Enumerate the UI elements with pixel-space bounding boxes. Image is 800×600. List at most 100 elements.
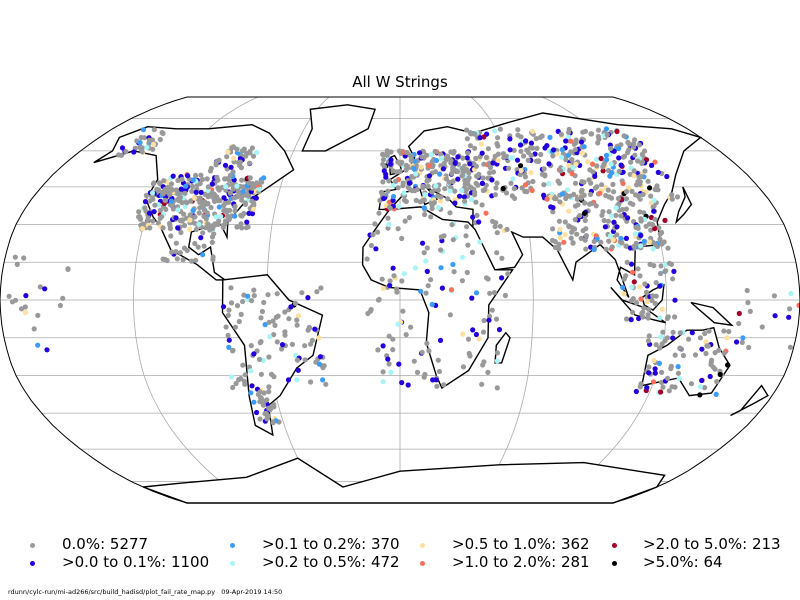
station-point bbox=[438, 247, 444, 253]
station-point bbox=[546, 161, 552, 167]
station-point bbox=[613, 205, 619, 211]
land-madagascar bbox=[494, 331, 511, 364]
station-point bbox=[170, 173, 176, 179]
station-point bbox=[272, 322, 278, 328]
station-point bbox=[289, 341, 295, 347]
station-point bbox=[606, 209, 612, 215]
station-point bbox=[225, 213, 231, 219]
station-point bbox=[556, 241, 562, 247]
station-point bbox=[170, 206, 176, 212]
station-point bbox=[583, 246, 589, 252]
station-point bbox=[211, 191, 217, 197]
station-point bbox=[238, 165, 244, 171]
station-point bbox=[608, 170, 615, 176]
station-point bbox=[551, 147, 557, 153]
station-point bbox=[411, 166, 417, 172]
station-point bbox=[383, 174, 389, 180]
station-point bbox=[608, 145, 614, 152]
station-point bbox=[659, 306, 665, 312]
station-point bbox=[465, 336, 472, 342]
station-point bbox=[571, 141, 578, 147]
station-point bbox=[557, 226, 563, 232]
station-point bbox=[426, 163, 432, 169]
station-point bbox=[230, 347, 236, 353]
station-point bbox=[705, 343, 711, 349]
station-point bbox=[437, 337, 444, 343]
station-point bbox=[641, 238, 648, 244]
station-point bbox=[152, 202, 158, 208]
station-point bbox=[399, 380, 405, 386]
station-point bbox=[523, 138, 529, 144]
station-point bbox=[479, 150, 485, 156]
station-point bbox=[193, 172, 199, 178]
station-point bbox=[381, 168, 387, 174]
station-point bbox=[214, 195, 220, 201]
station-point bbox=[460, 364, 467, 370]
station-point bbox=[207, 224, 213, 230]
station-point bbox=[615, 195, 622, 202]
station-point bbox=[60, 295, 66, 301]
station-point bbox=[623, 273, 629, 279]
station-point bbox=[633, 300, 640, 306]
station-point bbox=[608, 161, 614, 167]
station-point bbox=[437, 171, 443, 177]
station-point bbox=[585, 159, 591, 165]
station-point bbox=[372, 221, 378, 227]
station-point bbox=[256, 186, 262, 192]
station-point bbox=[578, 194, 584, 200]
station-point bbox=[558, 168, 564, 174]
station-point bbox=[623, 316, 630, 322]
station-point bbox=[447, 210, 453, 216]
station-point bbox=[401, 197, 408, 203]
station-point bbox=[507, 136, 513, 142]
station-point bbox=[610, 237, 616, 243]
station-point bbox=[650, 379, 657, 385]
station-point bbox=[703, 339, 709, 345]
station-point bbox=[239, 225, 245, 231]
station-point bbox=[167, 220, 173, 227]
station-point bbox=[178, 186, 184, 192]
station-point bbox=[665, 375, 671, 381]
station-point bbox=[261, 390, 267, 396]
station-point bbox=[635, 158, 641, 164]
station-point bbox=[594, 156, 600, 162]
station-point bbox=[244, 150, 250, 157]
station-point bbox=[239, 193, 245, 200]
station-point bbox=[649, 297, 655, 303]
station-point bbox=[270, 420, 276, 426]
station-point bbox=[499, 255, 505, 261]
station-point bbox=[481, 317, 487, 324]
station-point bbox=[274, 339, 280, 345]
station-point bbox=[213, 160, 219, 166]
station-point bbox=[390, 168, 396, 174]
station-point bbox=[550, 205, 556, 211]
station-point bbox=[644, 299, 650, 305]
station-point bbox=[156, 180, 162, 186]
station-point bbox=[603, 152, 610, 158]
station-point bbox=[198, 172, 204, 178]
station-point bbox=[388, 149, 394, 155]
station-point bbox=[294, 322, 300, 328]
station-point bbox=[497, 223, 503, 229]
station-point bbox=[658, 263, 664, 269]
station-point bbox=[493, 316, 500, 322]
station-point bbox=[386, 333, 392, 339]
station-point bbox=[740, 335, 746, 341]
station-point bbox=[638, 173, 644, 180]
station-point bbox=[490, 169, 497, 175]
station-point bbox=[182, 190, 188, 196]
station-point bbox=[234, 303, 241, 309]
station-point bbox=[601, 217, 607, 224]
station-point bbox=[288, 304, 294, 310]
station-point bbox=[215, 221, 221, 227]
station-point bbox=[246, 193, 252, 199]
station-point bbox=[450, 237, 456, 243]
station-point bbox=[223, 184, 229, 190]
station-point bbox=[559, 147, 565, 153]
station-point bbox=[428, 277, 434, 283]
station-point bbox=[569, 157, 575, 163]
station-point bbox=[570, 240, 576, 246]
station-point bbox=[161, 178, 167, 184]
station-point bbox=[258, 371, 264, 377]
station-point bbox=[400, 180, 406, 186]
